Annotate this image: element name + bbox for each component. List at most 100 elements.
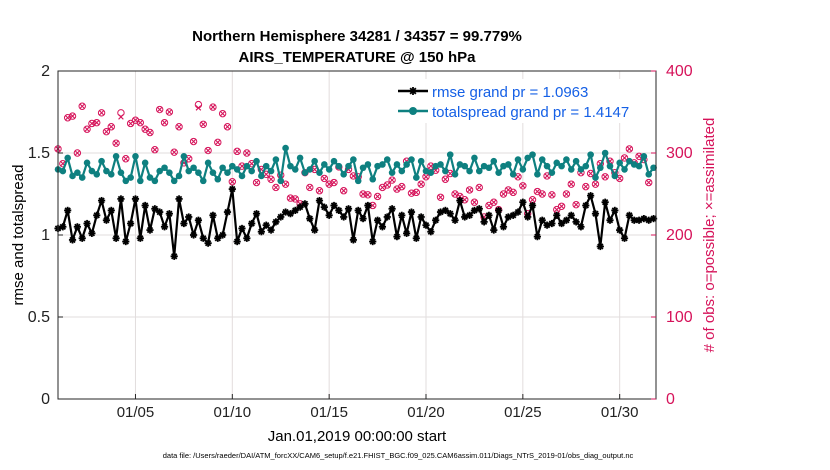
rmse-point xyxy=(117,195,125,203)
rmse-point xyxy=(514,208,522,216)
obs-assimilated-point xyxy=(549,192,555,198)
rmse-point xyxy=(335,206,343,214)
legend-marker-totalspread xyxy=(409,107,417,115)
obs-assimilated-point xyxy=(418,181,424,187)
obs-assimilated-point xyxy=(573,201,579,208)
rmse-point xyxy=(243,234,251,242)
obs-assimilated-point xyxy=(316,187,323,194)
totalspread-point xyxy=(199,177,207,185)
totalspread-point xyxy=(267,167,275,175)
obs-assimilated-point xyxy=(200,121,207,128)
tick-layer: 0 0.5 1 1.5 2 0 100 200 300 400 01/05 01/10 01/15 01/… xyxy=(28,63,693,421)
totalspread-point xyxy=(248,167,255,175)
rmse-point xyxy=(112,234,120,242)
totalspread-point xyxy=(98,157,105,165)
obs-assimilated-point xyxy=(98,110,105,116)
rmse-point xyxy=(533,233,541,241)
obs-possible-point xyxy=(388,176,396,184)
obs-possible-point xyxy=(291,195,299,203)
obs-assimilated-point xyxy=(156,106,163,113)
totalspread-point xyxy=(69,172,76,180)
totalspread-point xyxy=(606,162,614,170)
totalspread-point xyxy=(529,151,536,158)
obs-assimilated-point xyxy=(374,193,381,200)
chart-title: Northern Hemisphere 34281 / 34357 = 99.7… xyxy=(192,28,522,45)
obs-possible-point xyxy=(645,178,653,187)
obs-assimilated-point xyxy=(331,179,337,186)
chart-subtitle: AIRS_TEMPERATURE @ 150 hPa xyxy=(239,49,477,66)
rmse-point xyxy=(146,226,154,234)
rmse-point xyxy=(88,229,96,237)
obs-possible-point xyxy=(194,100,203,109)
obs-possible-point xyxy=(383,181,391,189)
obs-assimilated-point xyxy=(505,187,512,193)
obs-assimilated-point xyxy=(307,184,313,191)
rmse-point xyxy=(97,196,106,205)
obs-possible-point xyxy=(509,188,517,197)
obs-possible-point xyxy=(475,183,483,192)
obs-assimilated-point xyxy=(84,126,90,133)
obs-possible-point xyxy=(315,187,324,195)
rmse-point xyxy=(364,201,372,210)
obs-possible-point xyxy=(470,198,479,206)
obs-assimilated-point xyxy=(583,183,589,190)
obs-assimilated-point xyxy=(161,119,168,126)
y-right-tick-label: 200 xyxy=(666,227,693,244)
rmse-point xyxy=(214,234,222,242)
rmse-point xyxy=(315,196,324,205)
obs-assimilated-point xyxy=(394,186,400,192)
totalspread-point xyxy=(151,177,159,185)
rmse-point xyxy=(417,213,425,221)
totalspread-point xyxy=(83,159,91,167)
totalspread-point xyxy=(359,164,367,172)
legend-entry-rmse: rmse grand pr = 1.0963 xyxy=(398,84,588,101)
totalspread-point xyxy=(321,161,328,168)
totalspread-point xyxy=(427,169,435,176)
obs-assimilated-point xyxy=(626,146,633,152)
totalspread-point xyxy=(403,161,410,168)
rmse-point xyxy=(349,236,357,244)
rmse-point xyxy=(73,223,81,231)
rmse-point xyxy=(369,237,377,246)
totalspread-point xyxy=(635,162,643,170)
obs-assimilated-point xyxy=(500,191,507,197)
x-tick-label: 01/10 xyxy=(214,404,252,421)
totalspread-point xyxy=(369,175,377,183)
rmse-point xyxy=(209,211,217,219)
obs-assimilated-point xyxy=(282,181,289,187)
obs-assimilated-point xyxy=(171,149,177,155)
rmse-point xyxy=(156,208,164,216)
obs-possible-point xyxy=(102,127,111,136)
totalspread-point xyxy=(107,171,115,178)
totalspread-point xyxy=(461,162,469,170)
rmse-point xyxy=(427,228,435,236)
totalspread-point xyxy=(204,159,212,167)
totalspread-point xyxy=(398,167,406,175)
totalspread-point xyxy=(224,169,231,176)
obs-assimilated-point xyxy=(369,202,376,209)
obs-possible-point xyxy=(543,172,551,180)
obs-assimilated-point xyxy=(360,191,366,197)
y-tick-label: 1 xyxy=(41,227,50,244)
totalspread-point xyxy=(538,156,546,163)
rmse-point xyxy=(93,211,101,219)
obs-assimilated-point xyxy=(127,120,134,127)
totalspread-point xyxy=(190,164,197,172)
rmse-point xyxy=(102,216,111,224)
totalspread-point xyxy=(93,171,101,178)
obs-possible-point xyxy=(155,105,164,114)
totalspread-point xyxy=(408,156,415,163)
rmse-point xyxy=(301,200,309,208)
totalspread-point xyxy=(180,152,188,160)
obs-assimilated-point xyxy=(287,195,294,201)
totalspread-point xyxy=(316,169,323,176)
totalspread-point xyxy=(262,162,270,170)
legend-box xyxy=(394,79,651,123)
totalspread-point xyxy=(485,164,493,172)
rmse-point xyxy=(422,221,430,229)
rmse-point xyxy=(340,213,348,221)
y-right-tick-label: 300 xyxy=(666,145,693,162)
obs-possible-point xyxy=(306,183,314,192)
x-tick-label: 01/05 xyxy=(117,404,155,421)
rmse-point xyxy=(151,205,159,213)
